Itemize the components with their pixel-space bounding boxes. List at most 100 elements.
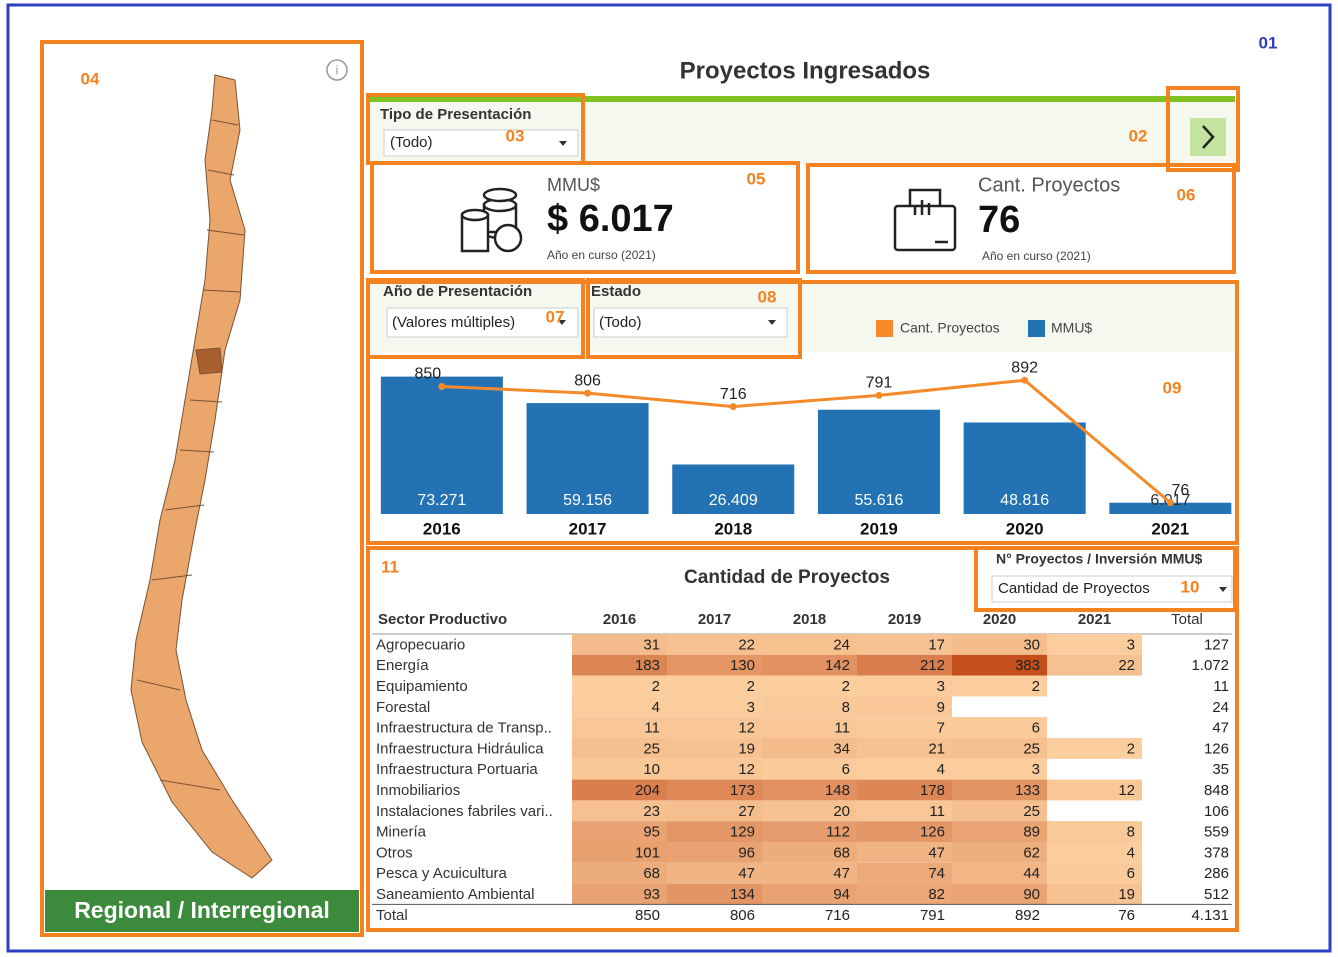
heat-cell bbox=[857, 758, 952, 780]
heat-cell bbox=[762, 675, 857, 697]
cell-value: 11 bbox=[644, 720, 660, 737]
x-tick-label: 2017 bbox=[569, 519, 607, 538]
cell-value: 173 bbox=[730, 782, 755, 799]
cell-value: 129 bbox=[730, 824, 755, 841]
map-region-highlight[interactable] bbox=[195, 347, 223, 375]
cell-value: 850 bbox=[635, 907, 660, 924]
callout-number: 10 bbox=[1181, 577, 1200, 596]
cell-value: 22 bbox=[1118, 657, 1135, 674]
heat-cell bbox=[1047, 634, 1142, 655]
cell-value: 47 bbox=[738, 865, 755, 882]
map-label: Regional / Interregional bbox=[74, 897, 330, 923]
heat-cell bbox=[952, 779, 1047, 801]
heat-cell bbox=[857, 883, 952, 905]
heat-cell bbox=[572, 758, 667, 780]
callout-box bbox=[1166, 86, 1240, 172]
info-icon[interactable] bbox=[326, 59, 348, 81]
dropdown[interactable] bbox=[593, 307, 788, 338]
cell-value: 44 bbox=[1023, 865, 1040, 882]
cell-value: 8 bbox=[842, 699, 850, 716]
row-label: Forestal bbox=[376, 699, 430, 716]
cell-value: 95 bbox=[643, 824, 660, 841]
heat-cell bbox=[667, 738, 762, 759]
cell-value: 6 bbox=[842, 761, 850, 778]
cell-value: 6 bbox=[1127, 865, 1135, 882]
kpi-value: $ 6.017 bbox=[547, 198, 674, 240]
info-glyph: i bbox=[336, 62, 339, 77]
heat-cell bbox=[667, 842, 762, 863]
cell-value: 716 bbox=[825, 907, 850, 924]
cell-value: 130 bbox=[730, 657, 755, 674]
kpi-value: 76 bbox=[978, 199, 1020, 241]
cell-value: 68 bbox=[643, 865, 660, 882]
heat-cell bbox=[667, 696, 762, 718]
heat-cell bbox=[572, 800, 667, 822]
line-point bbox=[438, 383, 446, 390]
map-shape[interactable] bbox=[130, 74, 273, 879]
callout-number: 05 bbox=[747, 169, 766, 188]
row-label: Agropecuario bbox=[376, 636, 465, 653]
dropdown[interactable] bbox=[386, 307, 579, 338]
heat-cell bbox=[952, 675, 1047, 697]
heat-cell bbox=[572, 675, 667, 697]
bar bbox=[817, 409, 940, 514]
selector-label: N° Proyectos / Inversión MMU$ bbox=[996, 551, 1203, 567]
heat-cell bbox=[762, 654, 857, 676]
heat-cell bbox=[667, 821, 762, 842]
cell-value: 133 bbox=[1015, 782, 1040, 799]
heat-cell bbox=[667, 675, 762, 697]
filter-label: Año de Presentación bbox=[383, 283, 532, 300]
row-label: Infraestructura de Transp.. bbox=[376, 720, 552, 737]
column-header: 2021 bbox=[1078, 611, 1111, 628]
heat-cell bbox=[1047, 738, 1142, 759]
cell-value: 35 bbox=[1212, 761, 1229, 778]
map-label-bar[interactable] bbox=[45, 890, 359, 932]
heat-cell bbox=[1047, 821, 1142, 842]
dropdown-value: (Todo) bbox=[599, 314, 642, 331]
heat-cell bbox=[572, 883, 667, 905]
heat-cell bbox=[762, 800, 857, 822]
heat-cell bbox=[952, 717, 1047, 738]
dropdown[interactable] bbox=[383, 129, 579, 157]
heat-cell bbox=[667, 758, 762, 780]
heat-cell bbox=[952, 634, 1047, 655]
line-point bbox=[1021, 376, 1029, 384]
dropdown-arrow bbox=[1219, 587, 1227, 592]
table-title: Cantidad de Proyectos bbox=[684, 567, 890, 588]
bar bbox=[380, 376, 503, 514]
heat-cell bbox=[667, 717, 762, 738]
heat-cell bbox=[952, 758, 1047, 780]
cell-value: 126 bbox=[920, 824, 945, 841]
x-tick-label: 2016 bbox=[423, 519, 461, 538]
cell-value: 106 bbox=[1204, 803, 1229, 820]
coins-icon bbox=[460, 187, 523, 253]
legend-swatch bbox=[1028, 320, 1045, 337]
column-header: 2020 bbox=[983, 611, 1016, 628]
cell-value: 20 bbox=[833, 803, 850, 820]
heat-cell bbox=[857, 779, 952, 801]
cell-value: 4.131 bbox=[1191, 907, 1229, 924]
x-tick-label: 2021 bbox=[1151, 519, 1189, 538]
heat-cell bbox=[857, 821, 952, 842]
cell-value: 3 bbox=[1032, 761, 1040, 778]
kpi-label: Cant. Proyectos bbox=[978, 174, 1120, 196]
heat-cell bbox=[667, 862, 762, 884]
cell-value: 89 bbox=[1023, 824, 1040, 841]
next-button[interactable] bbox=[1190, 118, 1226, 156]
cell-value: 892 bbox=[1015, 907, 1040, 924]
cell-value: 212 bbox=[920, 657, 945, 674]
cell-value: 19 bbox=[738, 740, 755, 757]
dropdown-arrow bbox=[558, 320, 566, 325]
bar bbox=[672, 464, 795, 514]
heat-cell bbox=[952, 842, 1047, 863]
heat-cell bbox=[572, 634, 667, 655]
heat-cell bbox=[572, 696, 667, 718]
callout-box bbox=[370, 161, 800, 274]
heat-cell bbox=[667, 800, 762, 822]
callout-box bbox=[806, 163, 1236, 274]
bar bbox=[963, 422, 1086, 514]
dropdown[interactable] bbox=[991, 575, 1233, 603]
heat-cell bbox=[952, 883, 1047, 905]
heat-cell bbox=[762, 758, 857, 780]
row-label: Total bbox=[376, 907, 408, 924]
